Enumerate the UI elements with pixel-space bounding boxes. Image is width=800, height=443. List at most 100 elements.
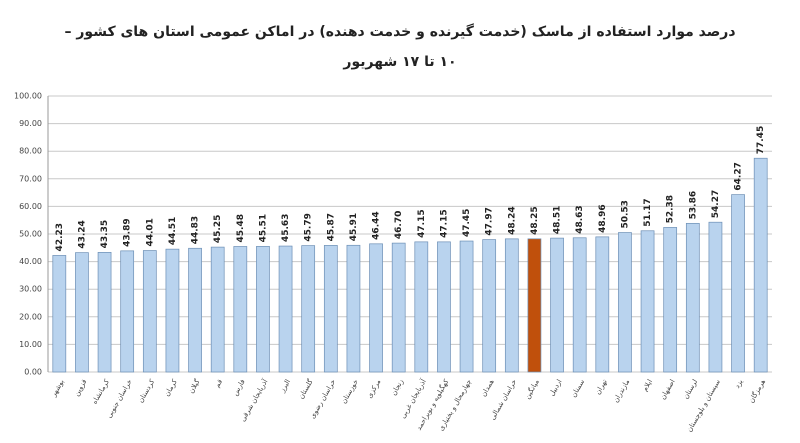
value-label: 51.17 (643, 198, 653, 226)
value-label: 77.45 (756, 126, 766, 154)
value-label: 45.79 (304, 213, 314, 241)
bar (550, 237, 564, 373)
x-tick-label: سمنان (570, 378, 587, 399)
x-tick-label: قم (213, 378, 224, 389)
value-label: 47.15 (439, 209, 449, 237)
value-label: 44.51 (168, 217, 178, 245)
bar (120, 250, 135, 373)
x-tick-label: اصفهان (659, 378, 677, 401)
value-label: 54.27 (711, 190, 721, 218)
bar (391, 242, 406, 373)
bar (459, 240, 474, 373)
bar (595, 236, 610, 373)
value-label: 45.48 (236, 214, 246, 242)
x-tick-label: قزوین (73, 378, 89, 397)
bar (731, 194, 745, 373)
bar (618, 232, 632, 373)
bar (210, 246, 225, 373)
y-tick-label: 0.00 (24, 368, 42, 377)
x-tick-label: بوشهر (49, 378, 66, 399)
y-tick-label: 10.00 (19, 340, 42, 349)
bar (572, 237, 587, 373)
y-tick-label: 100.00 (14, 92, 42, 101)
bar (482, 239, 497, 373)
value-label: 48.96 (598, 204, 608, 232)
value-label: 44.01 (145, 218, 155, 246)
x-tick-label: کرمان (163, 377, 179, 397)
bar (753, 157, 768, 373)
bar (188, 247, 202, 373)
bar (142, 250, 157, 373)
x-tick-label: مازندران (612, 378, 632, 404)
chart-subtitle: ۱۰ تا ۱۷ شهریور (342, 54, 456, 70)
value-label: 48.51 (553, 206, 563, 234)
bar (233, 246, 248, 373)
value-label: 64.27 (734, 162, 744, 190)
value-label: 47.97 (485, 207, 495, 235)
bar (278, 245, 293, 373)
bar (663, 227, 678, 373)
value-label: 47.45 (462, 209, 472, 237)
chart-title: درصد موارد استفاده از ماسک (خدمت گیرنده … (64, 23, 735, 40)
value-label: 48.63 (575, 205, 585, 233)
x-tick-label: ایلام (641, 378, 654, 393)
bar (708, 221, 723, 373)
y-tick-label: 30.00 (19, 285, 42, 294)
x-tick-label: مرکزی (365, 378, 382, 400)
bar (165, 248, 180, 373)
y-tick-label: 70.00 (19, 174, 42, 183)
value-label: 46.44 (372, 211, 382, 239)
value-label: 45.51 (258, 214, 268, 242)
value-label: 44.83 (191, 216, 201, 244)
y-tick-label: 40.00 (19, 257, 42, 266)
bar (685, 222, 700, 373)
bar (346, 244, 361, 373)
bar (97, 252, 112, 373)
value-label: 45.91 (349, 213, 359, 241)
x-tick-label: فارس (231, 378, 247, 397)
x-tick-label: یزد (733, 378, 744, 390)
x-tick-label: اردبیل (548, 378, 564, 397)
bar (414, 241, 429, 373)
bar (52, 255, 67, 373)
value-label: 53.86 (688, 191, 698, 219)
x-tick-label: گلستان (296, 377, 315, 401)
bar (75, 252, 89, 373)
x-tick-label: زنجان (390, 378, 405, 397)
x-tick-label: هرمزگان (746, 377, 767, 404)
x-tick-label: تهران (594, 378, 609, 396)
value-label: 45.87 (326, 213, 336, 241)
x-tick-label: همدان (479, 378, 495, 398)
bar (527, 238, 542, 373)
x-tick-label: گیلان (186, 377, 202, 395)
value-label: 52.38 (666, 195, 676, 223)
bar (437, 241, 451, 373)
y-tick-label: 90.00 (19, 119, 42, 128)
value-label: 42.23 (55, 223, 65, 251)
value-label: 48.24 (507, 206, 517, 234)
value-label: 43.35 (100, 220, 110, 248)
bar (504, 238, 519, 373)
bar (369, 243, 383, 373)
x-tick-label: لرستان (682, 378, 700, 400)
bar (301, 245, 316, 373)
value-label: 46.70 (394, 211, 404, 239)
value-label: 50.53 (620, 200, 630, 228)
y-tick-label: 50.00 (19, 230, 42, 239)
bar (256, 246, 270, 373)
value-label: 48.25 (530, 206, 540, 234)
value-label: 43.24 (77, 220, 87, 248)
x-tick-label: البرز (278, 378, 292, 395)
y-tick-label: 20.00 (19, 312, 42, 321)
value-label: 45.25 (213, 215, 223, 243)
x-tick-label: خوزستان (340, 378, 360, 405)
y-tick-label: 80.00 (19, 147, 42, 156)
bar (323, 245, 338, 373)
value-label: 47.15 (417, 209, 427, 237)
value-label: 45.63 (281, 214, 291, 242)
value-label: 43.89 (123, 218, 133, 246)
x-tick-label: کردستان (137, 377, 157, 404)
x-tick-label: کرمانشاه (91, 377, 112, 405)
bar (640, 230, 655, 373)
